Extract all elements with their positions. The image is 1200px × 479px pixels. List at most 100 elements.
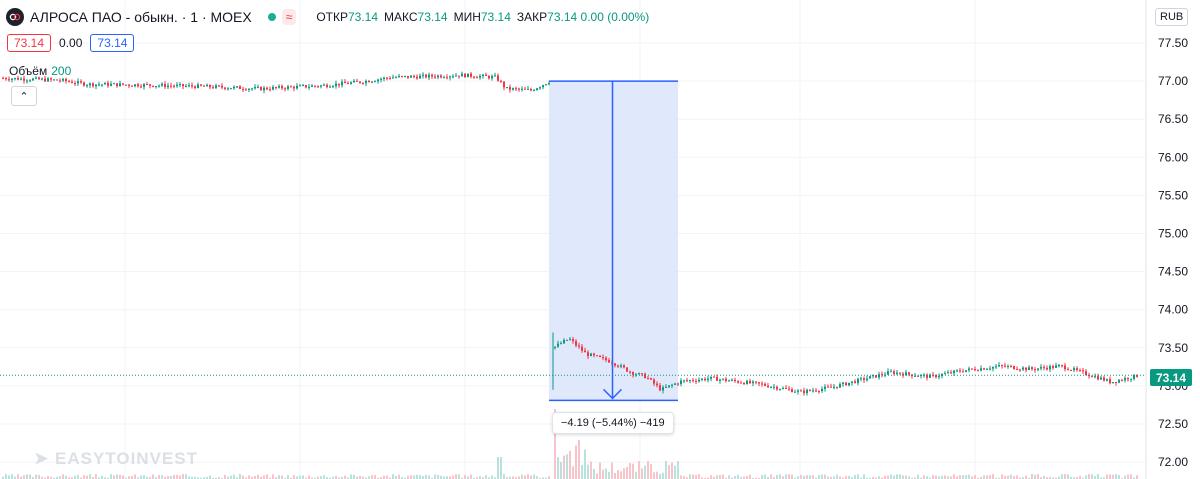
volume-bar xyxy=(773,477,775,479)
volume-bar xyxy=(704,477,706,479)
candle-body xyxy=(785,387,787,389)
candle-body xyxy=(485,74,487,77)
volume-bar xyxy=(917,474,919,479)
volume-bar xyxy=(770,474,772,479)
volume-bar xyxy=(224,474,226,479)
volume-bar xyxy=(494,477,496,479)
volume-bar xyxy=(317,476,319,479)
volume-bar xyxy=(818,475,820,479)
candle-body xyxy=(656,383,658,386)
price-tick-label: 75.00 xyxy=(1158,227,1188,241)
candle-body xyxy=(791,389,793,393)
volume-bar xyxy=(938,476,940,479)
candle-body xyxy=(1013,366,1015,370)
sell-price-button[interactable]: 73.14 xyxy=(7,34,52,52)
open-label: ОТКР xyxy=(316,10,348,24)
buy-price-button[interactable]: 73.14 xyxy=(90,34,135,52)
volume-bar xyxy=(2,476,4,479)
currency-button[interactable]: RUB xyxy=(1155,8,1189,26)
volume-bar xyxy=(476,477,478,479)
candle-body xyxy=(26,80,28,82)
volume-bar xyxy=(509,476,511,479)
candle-body xyxy=(698,379,700,382)
market-status-icon[interactable] xyxy=(267,13,276,21)
volume-bar xyxy=(968,474,970,479)
volume-bar xyxy=(188,476,190,479)
volume-bar xyxy=(1007,475,1009,479)
price-tick-label: 72.00 xyxy=(1158,455,1188,469)
candle-body xyxy=(80,81,82,83)
volume-bar xyxy=(911,477,913,479)
volume-bar xyxy=(992,474,994,479)
candle-body xyxy=(347,83,349,85)
candle-body xyxy=(902,373,904,376)
volume-bar xyxy=(761,474,763,479)
candle-body xyxy=(647,378,649,380)
volume-bar xyxy=(740,476,742,479)
candle-body xyxy=(1136,374,1138,377)
volume-bar xyxy=(1049,476,1051,479)
candle-body xyxy=(74,83,76,85)
candle-body xyxy=(215,85,217,88)
candle-body xyxy=(275,87,277,89)
candle-body xyxy=(845,382,847,386)
volume-bar xyxy=(1121,477,1123,479)
collapse-legend-button[interactable]: ⌃ xyxy=(11,86,37,106)
candle-body xyxy=(512,88,514,90)
candle-body xyxy=(545,84,547,86)
candle-body xyxy=(899,372,901,374)
data-delay-badge[interactable]: ≈ xyxy=(281,9,297,25)
volume-bar xyxy=(995,477,997,479)
volume-bar xyxy=(491,475,493,479)
price-tick-label: 74.00 xyxy=(1158,303,1188,317)
candle-body xyxy=(1064,365,1066,370)
volume-bar xyxy=(287,475,289,479)
volume-bar xyxy=(44,477,46,479)
candle-body xyxy=(509,87,511,90)
candle-body xyxy=(5,78,7,80)
volume-bar xyxy=(383,475,385,479)
candle-body xyxy=(767,385,769,388)
candle-body xyxy=(950,372,952,374)
candle-body xyxy=(1061,365,1063,367)
candle-body xyxy=(242,88,244,90)
candle-body xyxy=(1106,379,1108,381)
candle-body xyxy=(515,88,517,90)
volume-bar xyxy=(515,477,517,479)
candle-body xyxy=(281,86,283,89)
measure-zone[interactable] xyxy=(549,81,678,401)
candle-body xyxy=(524,88,526,90)
volume-bar xyxy=(1040,477,1042,479)
candle-body xyxy=(308,86,310,88)
volume-bar xyxy=(269,477,271,479)
volume-bar xyxy=(851,477,853,479)
candle-body xyxy=(368,80,370,83)
candle-body xyxy=(1025,367,1027,371)
candle-body xyxy=(1124,378,1126,381)
volume-bar xyxy=(1010,474,1012,479)
candle-body xyxy=(731,379,733,381)
volume-bar xyxy=(1058,476,1060,479)
volume-bar xyxy=(1031,474,1033,479)
candle-body xyxy=(149,84,151,86)
candle-body xyxy=(1043,367,1045,369)
price-axis[interactable]: 77.50 77.00 76.50 76.00 75.50 75.00 74.50 74.00… xyxy=(1158,36,1188,469)
candle-body xyxy=(1049,366,1051,370)
volume-bar xyxy=(608,471,610,479)
candle-body xyxy=(704,378,706,381)
candle-body xyxy=(446,77,448,79)
volume-bar xyxy=(29,474,31,479)
volume-bar xyxy=(1013,476,1015,479)
candle-body xyxy=(812,390,814,392)
volume-bar xyxy=(596,473,598,479)
volume-bars xyxy=(2,409,1138,479)
candle-body xyxy=(158,85,160,87)
volume-bar xyxy=(1130,474,1132,479)
volume-bar xyxy=(686,477,688,479)
symbol-title[interactable]: АЛРОСА ПАО - обыкн. · 1 · MOEX xyxy=(30,9,252,25)
volume-bar xyxy=(488,477,490,479)
volume-bar xyxy=(365,477,367,479)
volume-bar xyxy=(1004,475,1006,479)
candle-body xyxy=(629,371,631,373)
